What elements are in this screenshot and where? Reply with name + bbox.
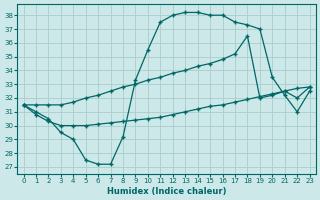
X-axis label: Humidex (Indice chaleur): Humidex (Indice chaleur) <box>107 187 226 196</box>
